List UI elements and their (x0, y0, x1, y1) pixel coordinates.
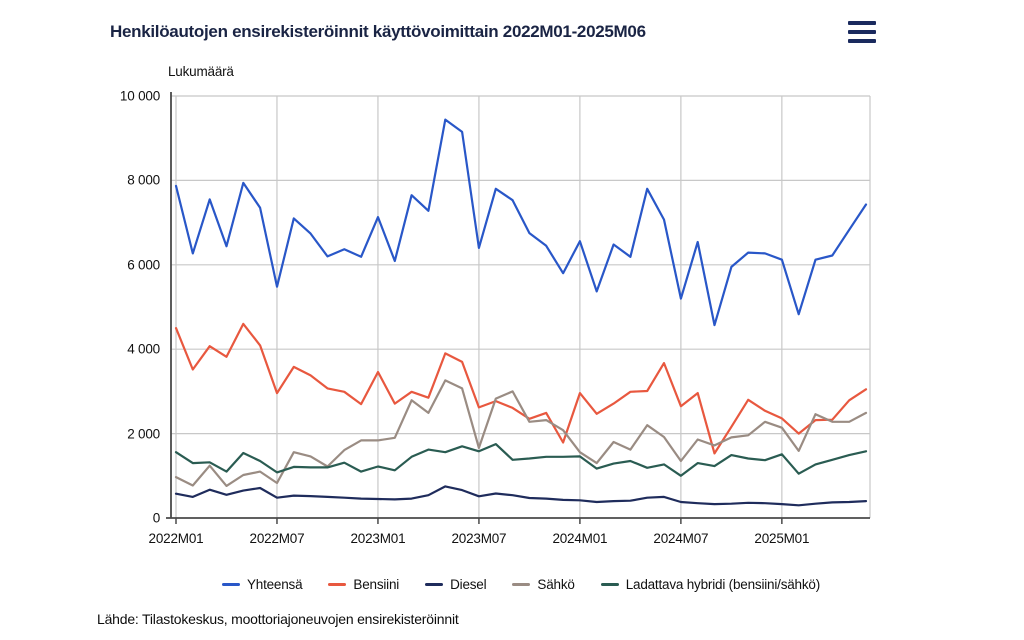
x-tick-label: 2024M01 (552, 531, 608, 546)
legend-label: Yhteensä (246, 577, 303, 592)
hamburger-bar (848, 21, 876, 26)
legend-item-diesel[interactable]: Diesel (425, 577, 487, 592)
series-line-s-hk- (174, 379, 868, 487)
source-caption: Lähde: Tilastokeskus, moottoriajoneuvoje… (97, 611, 459, 627)
series-line-yhteens- (174, 118, 868, 327)
chart-title: Henkilöautojen ensirekisteröinnit käyttö… (110, 22, 646, 41)
legend-item-yhteens-[interactable]: Yhteensä (221, 577, 303, 592)
legend-item-s-hk-[interactable]: Sähkö (512, 577, 575, 592)
legend-swatch (328, 583, 347, 586)
x-tick-label: 2023M07 (451, 531, 507, 546)
y-tick-label: 2 000 (127, 426, 160, 442)
chart-legend: Yhteensä Bensiini Diesel Sähkö Ladattava hyb… (171, 577, 871, 592)
legend-swatch (512, 583, 531, 586)
legend-swatch (425, 583, 444, 586)
y-tick-label: 4 000 (127, 341, 160, 357)
hamburger-menu-icon[interactable] (848, 21, 876, 43)
y-axis-title: Lukumäärä (168, 64, 234, 79)
x-tick-label: 2023M01 (350, 531, 406, 546)
y-tick-label: 8 000 (127, 172, 160, 188)
legend-item-bensiini[interactable]: Bensiini (328, 577, 399, 592)
series-line-ladattava-hybridi-bensiini-s-hk- (174, 443, 868, 477)
y-tick-label: 10 000 (119, 88, 160, 104)
x-tick-label: 2022M07 (249, 531, 305, 546)
legend-label: Ladattava hybridi (bensiini/sähkö) (625, 577, 821, 592)
legend-swatch (600, 583, 619, 586)
legend-item-ladattava-hybridi-bensiini-s-hk-[interactable]: Ladattava hybridi (bensiini/sähkö) (600, 577, 821, 592)
hamburger-bar (848, 38, 876, 43)
legend-label: Sähkö (537, 577, 575, 592)
legend-swatch (221, 583, 240, 586)
hamburger-bar (848, 29, 876, 35)
series-line-diesel (174, 485, 868, 507)
x-tick-label: 2024M07 (653, 531, 709, 546)
legend-label: Diesel (450, 577, 487, 592)
y-tick-label: 6 000 (127, 257, 160, 273)
y-tick-label: 0 (152, 510, 161, 526)
series-line-bensiini (174, 322, 868, 455)
x-tick-label: 2022M01 (148, 531, 204, 546)
legend-label: Bensiini (353, 577, 400, 592)
x-tick-label: 2025M01 (754, 531, 810, 546)
